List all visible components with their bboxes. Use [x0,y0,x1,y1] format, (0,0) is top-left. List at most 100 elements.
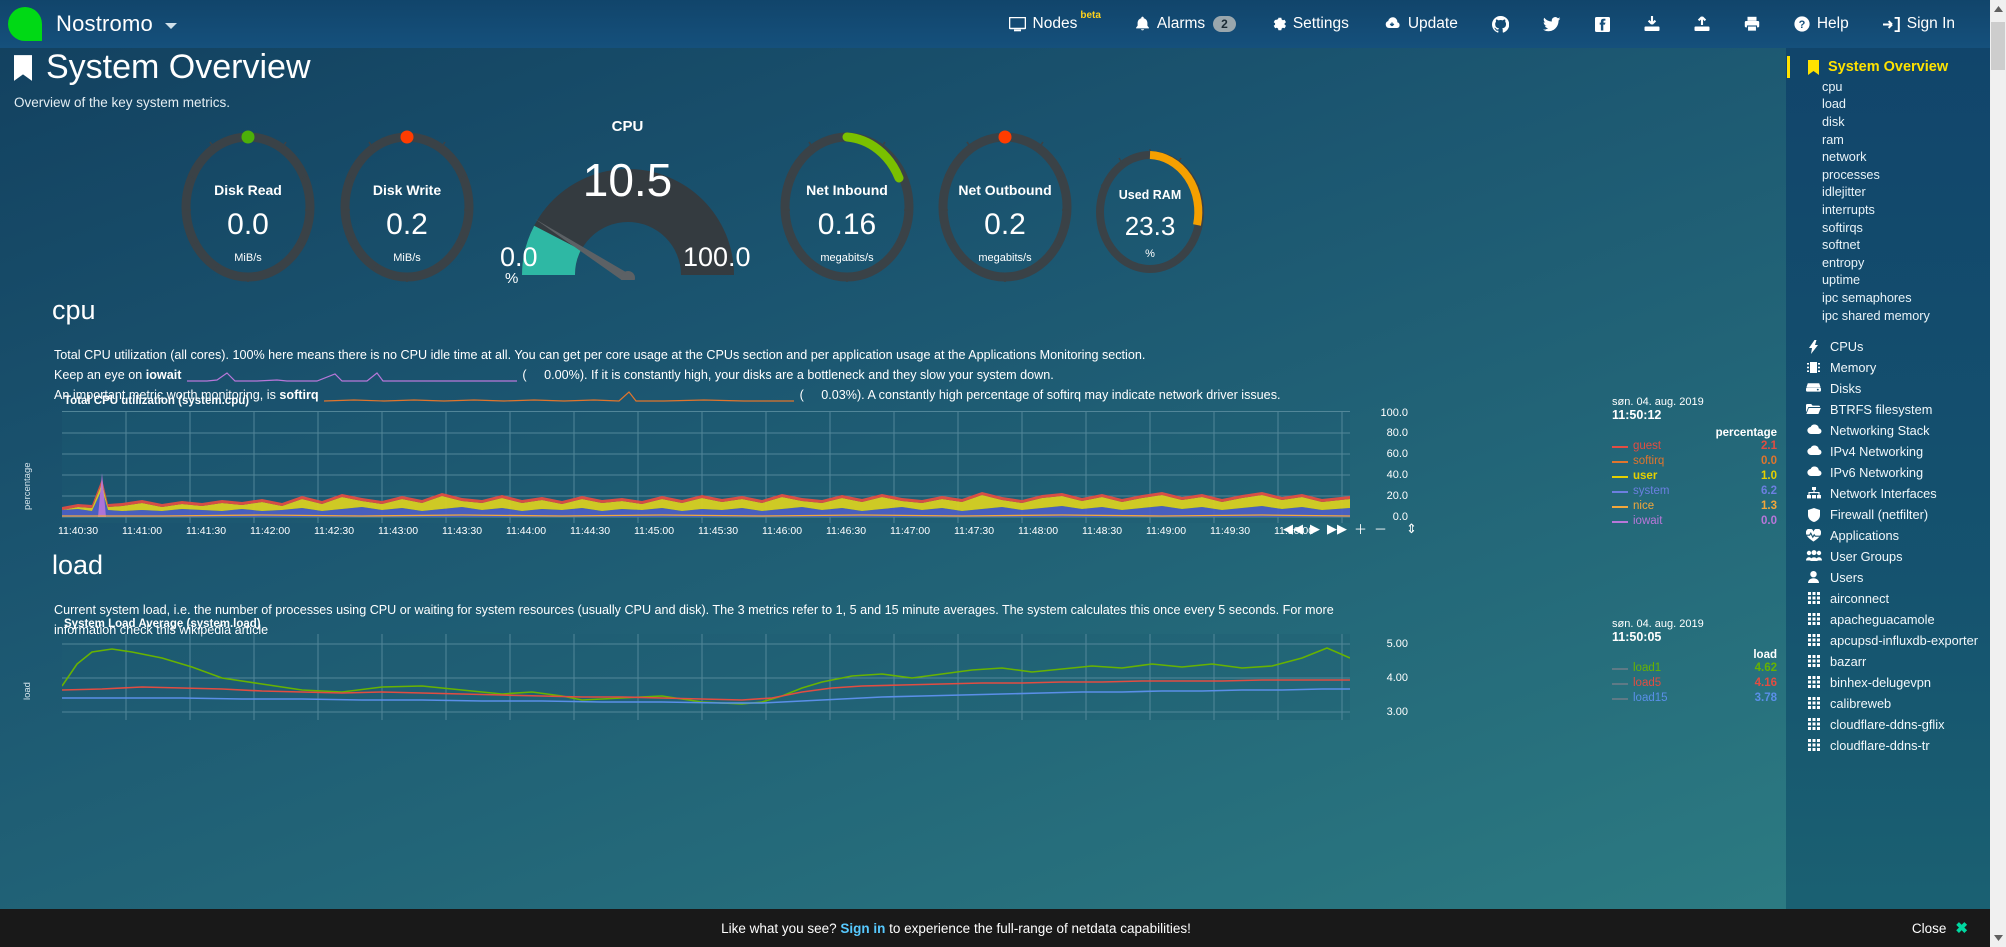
nav-settings[interactable]: Settings [1253,0,1366,48]
banner-close-button[interactable]: Close ✖ [1912,919,1968,937]
forward-icon[interactable]: ▶▶ [1327,520,1347,536]
sidebar-sub-softnet[interactable]: softnet [1822,238,1861,253]
nav-export[interactable] [1677,0,1727,48]
sidebar-sub-interrupts[interactable]: interrupts [1822,202,1875,217]
page-title: System Overview [46,48,311,86]
sidebar-item-applications[interactable]: Applications [1786,525,2006,546]
window-scrollbar[interactable] [1990,0,2006,947]
nav-facebook[interactable] [1578,0,1627,48]
nav-twitter[interactable] [1526,0,1578,48]
cpu-gauge-dial [522,169,734,285]
sidebar-item-firewall[interactable]: Firewall (netfilter) [1786,504,2006,525]
sidebar-sub-ipc-semaphores[interactable]: ipc semaphores [1822,290,1912,305]
legend-item[interactable]: guest 2.1 [1612,439,1777,454]
legend-item[interactable]: nice 1.3 [1612,499,1777,514]
sidebar-sub-network[interactable]: network [1822,150,1867,165]
chart-system-cpu[interactable]: Total CPU utilization (system.cpu) perce… [8,395,1417,540]
gauge-disk-write[interactable]: Disk Write 0.2 MiB/s [337,130,477,285]
legend-item[interactable]: iowait 0.0 [1612,514,1777,529]
legend-color-swatch [1612,460,1628,463]
sidebar-item-cpus[interactable]: CPUs [1786,336,2006,357]
sidebar-label: cloudflare-ddns-gflix [1830,716,1945,732]
legend-item[interactable]: load15 3.78 [1612,691,1777,706]
sidebar-item-cloudflare-ddns-tr[interactable]: cloudflare-ddns-tr [1786,735,2006,756]
sidebar-item-user-groups[interactable]: User Groups [1786,546,2006,567]
legend-item[interactable]: system 6.2 [1612,484,1777,499]
sidebar-sub-load[interactable]: load [1822,97,1846,112]
section-title-cpu: cpu [52,295,96,325]
sidebar-label: binhex-delugevpn [1830,674,1932,690]
close-icon[interactable]: ✖ [1955,920,1968,937]
nav-nodes[interactable]: Nodes beta [992,0,1118,48]
legend-item[interactable]: softirq 0.0 [1612,454,1777,469]
nav-signin[interactable]: Sign In [1866,0,1972,48]
legend-unit: percentage [1715,427,1777,439]
sidebar-item-cloudflare-ddns-gflix[interactable]: cloudflare-ddns-gflix [1786,714,2006,735]
right-sidebar[interactable]: System Overview cpu load disk ram networ… [1786,48,2006,947]
sidebar-item-btrfs-filesystem[interactable]: BTRFS filesystem [1786,399,2006,420]
chart-plot-area [62,411,1350,523]
gauge-title: Disk Read [214,182,282,198]
nav-signin-label: Sign In [1906,15,1955,32]
sign-in-icon [1882,16,1900,32]
resize-icon[interactable]: ⇕ [1406,520,1417,536]
nav-alarms[interactable]: Alarms 2 [1118,0,1253,48]
scroll-down-arrow-icon[interactable] [1990,929,2006,947]
banner-signin-link[interactable]: Sign in [840,920,886,936]
scrollbar-thumb[interactable] [1991,22,2005,70]
zoom-out-icon[interactable]: － [1374,522,1388,537]
legend-item[interactable]: load5 4.16 [1612,676,1777,691]
chart-controls-cpu[interactable]: ◀◀ ▶ ▶▶ ＋ － ⇕ [1283,519,1417,538]
rewind-icon[interactable]: ◀◀ [1283,520,1303,536]
sidebar-sub-uptime[interactable]: uptime [1822,273,1861,288]
sidebar-item-binhex-delugevpn[interactable]: binhex-delugevpn [1786,672,2006,693]
nav-help[interactable]: ? Help [1777,0,1866,48]
sidebar-item-airconnect[interactable]: airconnect [1786,588,2006,609]
zoom-in-icon[interactable]: ＋ [1354,522,1368,537]
legend-item[interactable]: load1 4.62 [1612,661,1777,676]
sidebar-sub-processes[interactable]: processes [1822,167,1880,182]
sidebar-item-system-overview[interactable]: System Overview [1787,56,2006,78]
sidebar-item-memory[interactable]: Memory [1786,357,2006,378]
chevron-down-icon[interactable] [164,23,177,29]
gauge-net-inbound[interactable]: Net Inbound 0.16 megabits/s [777,130,917,285]
sidebar-sub-ipc-shared-memory[interactable]: ipc shared memory [1822,308,1930,323]
sidebar-sub-entropy[interactable]: entropy [1822,255,1865,270]
nav-print[interactable] [1727,0,1777,48]
sidebar-item-ipv6-networking[interactable]: IPv6 Networking [1786,462,2006,483]
sidebar-sub-idlejitter[interactable]: idlejitter [1822,185,1866,200]
scroll-up-arrow-icon[interactable] [1990,0,2006,18]
sidebar-sub-cpu[interactable]: cpu [1822,79,1843,94]
legend-color-swatch [1612,682,1628,685]
monitor-icon [1008,16,1026,31]
sidebar-item-apacheguacamole[interactable]: apacheguacamole [1786,609,2006,630]
legend-item[interactable]: user 1.0 [1612,469,1777,484]
nav-import[interactable] [1627,0,1677,48]
sidebar-item-networking-stack[interactable]: Networking Stack [1786,420,2006,441]
sidebar-sub-ram[interactable]: ram [1822,132,1844,147]
sidebar-item-bazarr[interactable]: bazarr [1786,651,2006,672]
xtick: 11:47:30 [953,525,995,537]
nav-github[interactable] [1475,0,1526,48]
iowait-keyword: iowait [145,368,182,382]
facebook-icon [1594,16,1610,32]
sidebar-item-disks[interactable]: Disks [1786,378,2006,399]
gauge-cpu[interactable]: CPU 10.5 0.0 % 100.0 [495,115,760,287]
nav-update[interactable]: Update [1366,0,1475,48]
gauge-used-ram[interactable]: Used RAM 23.3 % [1093,148,1207,276]
sidebar-item-network-interfaces[interactable]: Network Interfaces [1786,483,2006,504]
gauge-disk-read[interactable]: Disk Read 0.0 MiB/s [178,130,318,285]
play-icon[interactable]: ▶ [1310,520,1320,536]
sidebar-label: calibreweb [1830,695,1892,711]
sidebar-sub-softirqs[interactable]: softirqs [1822,220,1863,235]
sidebar-sub-disk[interactable]: disk [1822,114,1845,129]
sidebar-item-apcupsd-influxdb-exporter[interactable]: apcupsd-influxdb-exporter [1786,630,2006,651]
sidebar-item-ipv4-networking[interactable]: IPv4 Networking [1786,441,2006,462]
chart-system-load[interactable]: System Load Average (system.load) load 5… [8,618,1408,720]
legend-value: 1.3 [1761,500,1777,512]
sidebar-item-users[interactable]: Users [1786,567,2006,588]
chart-plot-area [62,634,1350,720]
sidebar-item-calibreweb[interactable]: calibreweb [1786,693,2006,714]
brand[interactable]: Nostromo [0,7,177,41]
gauge-net-outbound[interactable]: Net Outbound 0.2 megabits/s [935,130,1075,285]
